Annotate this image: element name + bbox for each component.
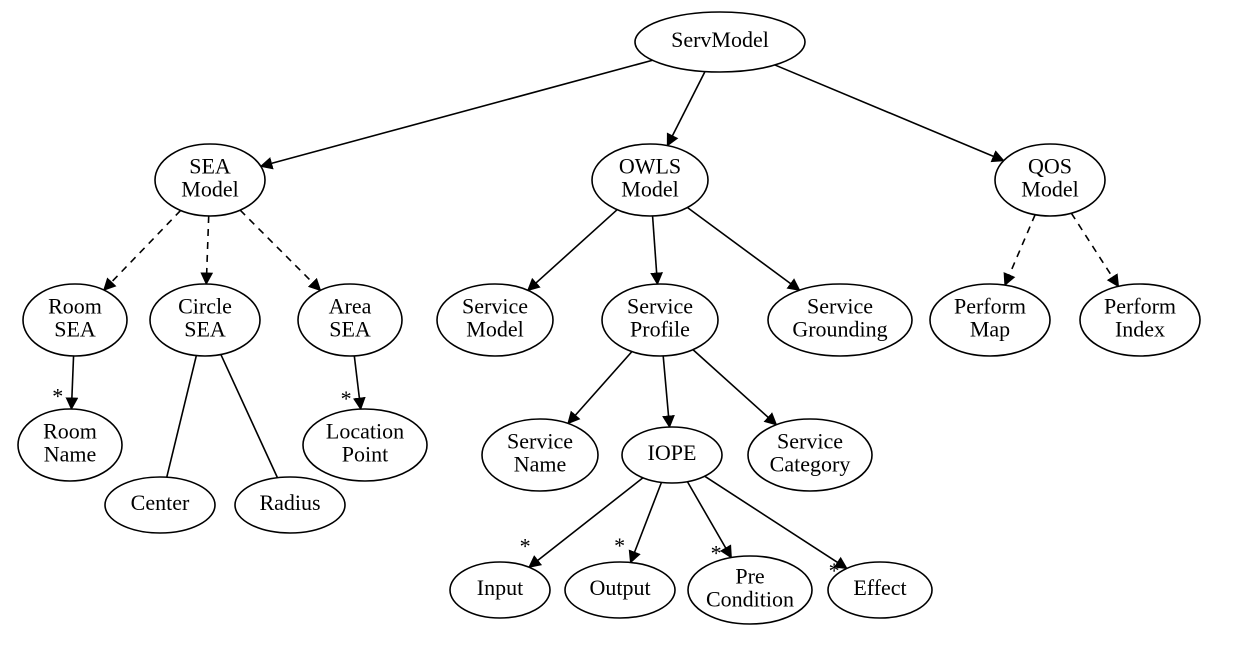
node-label: Input (477, 575, 523, 600)
node-label: Model (466, 317, 523, 342)
node-servprofile: ServiceProfile (602, 284, 718, 356)
node-label: Name (44, 442, 97, 467)
node-precond: PreCondition (688, 556, 812, 624)
node-output: Output (565, 562, 675, 618)
node-label: Grounding (792, 317, 887, 342)
node-label: Point (342, 442, 388, 467)
edge (663, 356, 669, 427)
node-sea: SEAModel (155, 144, 265, 216)
node-label: QOS (1028, 153, 1072, 178)
node-perfindex: PerformIndex (1080, 284, 1200, 356)
edge (631, 482, 662, 562)
asterisk-annotation: * (52, 384, 63, 409)
node-label: Room (48, 293, 102, 318)
node-label: Index (1115, 317, 1165, 342)
node-label: Perform (1104, 293, 1176, 318)
node-servmodel2: ServiceModel (437, 284, 553, 356)
node-label: Room (43, 418, 97, 443)
edge (354, 356, 360, 409)
node-label: Service (462, 293, 528, 318)
nodes-layer: ServModelSEAModelOWLSModelQOSModelRoomSE… (18, 12, 1200, 624)
node-label: Model (1021, 177, 1078, 202)
node-roomname: RoomName (18, 409, 122, 481)
node-owls: OWLSModel (592, 144, 708, 216)
node-circlesea: CircleSEA (150, 284, 260, 356)
node-label: Radius (259, 490, 320, 515)
node-label: ServModel (671, 27, 769, 52)
asterisk-annotation: * (520, 534, 531, 559)
node-input: Input (450, 562, 550, 618)
node-label: Perform (954, 293, 1026, 318)
edge (775, 65, 1004, 161)
node-label: Center (131, 490, 190, 515)
node-servcat: ServiceCategory (748, 419, 872, 491)
node-perfmap: PerformMap (930, 284, 1050, 356)
node-label: Pre (735, 563, 764, 588)
node-label: SEA (184, 317, 226, 342)
node-servname: ServiceName (482, 419, 598, 491)
node-center: Center (105, 477, 215, 533)
edge (221, 354, 278, 477)
node-label: Output (589, 575, 650, 600)
node-effect: Effect (828, 562, 932, 618)
node-label: Circle (178, 293, 232, 318)
edge (1071, 213, 1118, 286)
edge (167, 356, 197, 478)
edge (568, 352, 632, 424)
node-radius: Radius (235, 477, 345, 533)
node-label: Service (507, 428, 573, 453)
edge (1005, 215, 1035, 285)
node-label: Condition (706, 587, 794, 612)
node-label: SEA (329, 317, 371, 342)
edge (687, 482, 731, 558)
node-qos: QOSModel (995, 144, 1105, 216)
asterisk-annotation: * (614, 533, 625, 558)
node-roomsea: RoomSEA (23, 284, 127, 356)
edge (261, 60, 653, 166)
node-label: IOPE (648, 440, 697, 465)
node-label: Model (181, 177, 238, 202)
node-label: Profile (630, 317, 690, 342)
node-label: OWLS (619, 153, 681, 178)
node-areasea: AreaSEA (298, 284, 402, 356)
node-label: SEA (54, 317, 96, 342)
node-label: Location (326, 418, 404, 443)
edge (71, 356, 73, 409)
edge (667, 72, 705, 146)
node-servmodel: ServModel (635, 12, 805, 72)
node-label: Name (514, 452, 567, 477)
node-iope: IOPE (622, 427, 722, 483)
edge (240, 210, 320, 290)
node-label: Effect (853, 575, 906, 600)
node-label: Area (329, 293, 372, 318)
tree-diagram: ******ServModelSEAModelOWLSModelQOSModel… (0, 0, 1239, 657)
edge (693, 350, 776, 425)
node-label: Service (627, 293, 693, 318)
node-label: Category (770, 452, 851, 477)
edge (653, 216, 658, 284)
node-locpoint: LocationPoint (303, 409, 427, 481)
asterisk-annotation: * (341, 386, 352, 411)
edge (528, 210, 617, 291)
node-label: SEA (189, 153, 231, 178)
edge (206, 216, 208, 284)
node-label: Service (807, 293, 873, 318)
edge (104, 210, 181, 290)
node-servground: ServiceGrounding (768, 284, 912, 356)
edge (687, 208, 799, 291)
node-label: Model (621, 177, 678, 202)
node-label: Map (970, 317, 1010, 342)
node-label: Service (777, 428, 843, 453)
